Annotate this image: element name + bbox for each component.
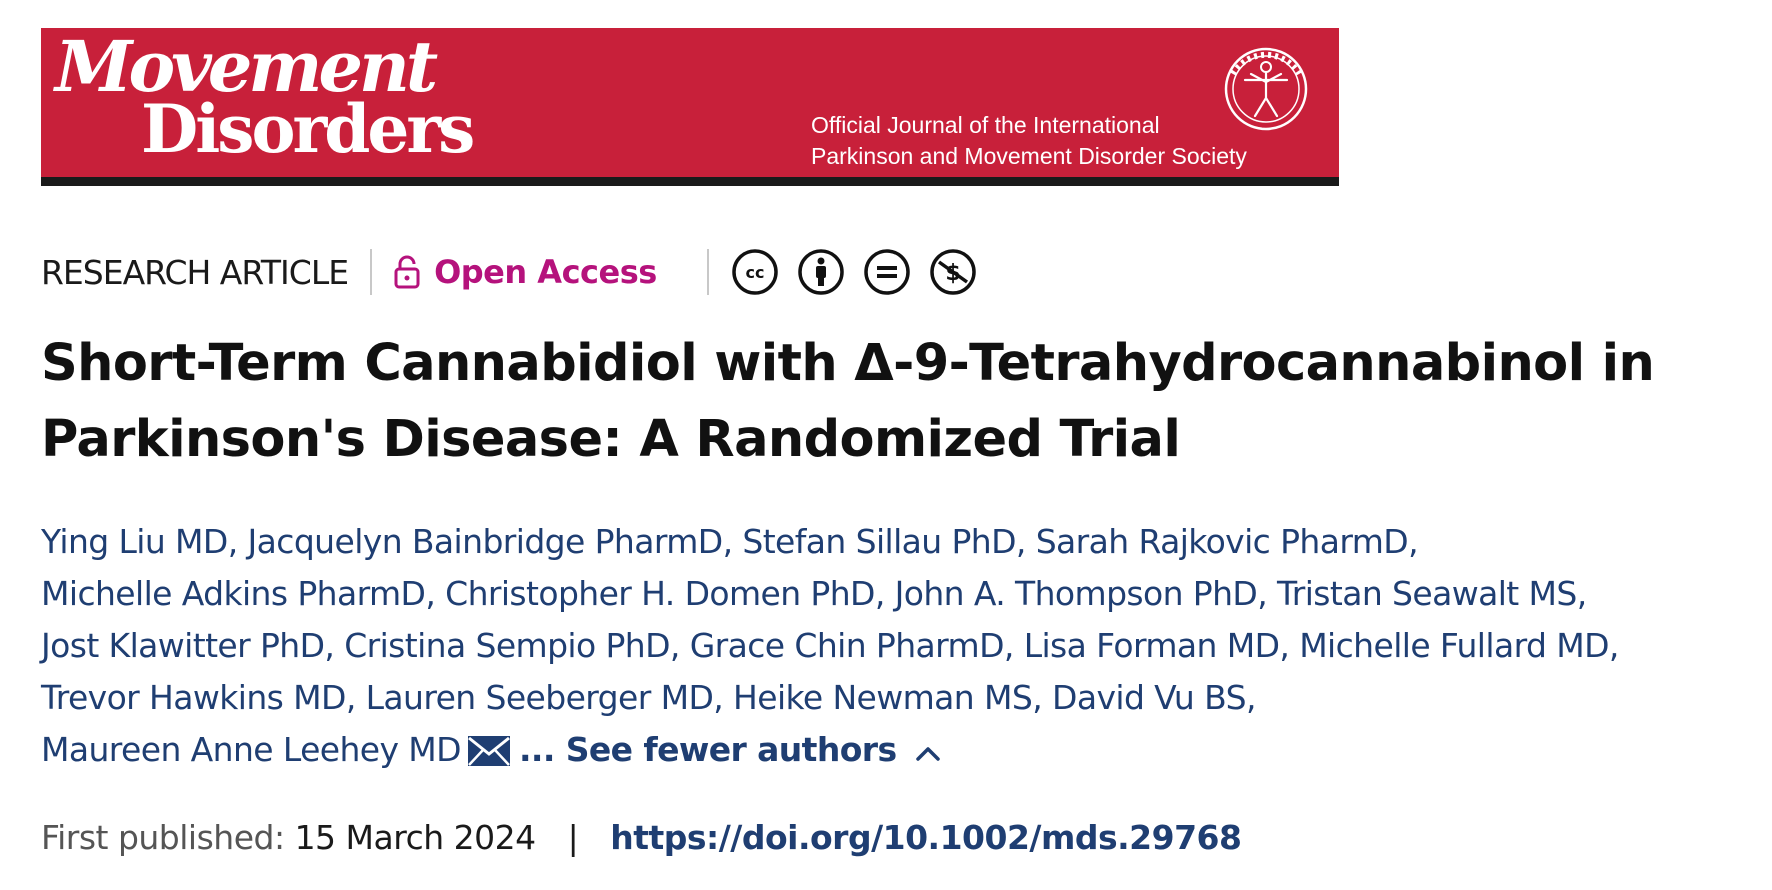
society-seal-icon — [1224, 47, 1308, 131]
chevron-up-icon[interactable] — [915, 743, 941, 763]
title-line2: Parkinson's Disease: A Randomized Trial — [41, 410, 1181, 469]
author-link[interactable]: Christopher H. Domen PhD — [445, 574, 875, 613]
author-link[interactable]: Tristan Seawalt MS — [1277, 574, 1577, 613]
author-link[interactable]: Jost Klawitter PhD — [41, 626, 325, 665]
author-link[interactable]: Michelle Adkins PharmD — [41, 574, 426, 613]
author-link[interactable]: Michelle Fullard MD — [1299, 626, 1609, 665]
lock-open-icon — [394, 255, 420, 289]
doi-link[interactable]: https://doi.org/10.1002/mds.29768 — [610, 818, 1242, 857]
journal-name-line1: Movement — [55, 25, 438, 108]
mail-icon[interactable] — [467, 735, 511, 767]
nd-icon[interactable] — [863, 248, 911, 296]
meta-divider-2 — [706, 249, 709, 295]
society-line1: Official Journal of the International — [811, 112, 1160, 138]
journal-banner[interactable]: Movement Disorders Official Journal of t… — [41, 28, 1339, 186]
author-link[interactable]: Lisa Forman MD — [1023, 626, 1280, 665]
author-line: Trevor Hawkins MD, Lauren Seeberger MD, … — [41, 678, 1256, 717]
author-line: Ying Liu MD, Jacquelyn Bainbridge PharmD… — [41, 522, 1419, 561]
author-link[interactable]: Ying Liu MD — [41, 522, 228, 561]
author-link[interactable]: Cristina Sempio PhD — [344, 626, 670, 665]
society-line2: Parkinson and Movement Disorder Society — [811, 143, 1247, 169]
author-line: Maureen Anne Leehey MD ... See fewer aut… — [41, 724, 1761, 776]
author-link[interactable]: Lauren Seeberger MD — [365, 678, 714, 717]
author-link[interactable]: Sarah Rajkovic PharmD — [1035, 522, 1409, 561]
meta-divider — [370, 249, 373, 295]
first-published-label: First published: — [41, 818, 285, 857]
publication-date: 15 March 2024 — [294, 818, 537, 857]
journal-name-line2: Disorders — [141, 90, 475, 168]
article-meta-row: RESEARCH ARTICLE Open Access cc $ — [41, 244, 977, 300]
svg-text:cc: cc — [745, 263, 764, 282]
author-link[interactable]: John A. Thompson PhD — [894, 574, 1258, 613]
author-link[interactable]: Trevor Hawkins MD — [41, 678, 346, 717]
author-list: Ying Liu MD, Jacquelyn Bainbridge PharmD… — [41, 516, 1761, 776]
author-link[interactable]: Heike Newman MS — [733, 678, 1033, 717]
by-icon[interactable] — [797, 248, 845, 296]
open-access-badge[interactable]: Open Access — [394, 253, 657, 291]
author-line: Jost Klawitter PhD, Cristina Sempio PhD,… — [41, 626, 1619, 665]
journal-logo: Movement Disorders — [55, 25, 475, 168]
author-link[interactable]: Jacquelyn Bainbridge PharmD — [247, 522, 724, 561]
author-link[interactable]: Stefan Sillau PhD — [742, 522, 1016, 561]
author-line: Michelle Adkins PharmD, Christopher H. D… — [41, 574, 1587, 613]
license-icons[interactable]: cc $ — [731, 248, 977, 296]
publication-info: First published: 15 March 2024 | https:/… — [41, 818, 1242, 857]
corresponding-author-link[interactable]: Maureen Anne Leehey MD — [41, 730, 462, 769]
article-type-label: RESEARCH ARTICLE — [41, 252, 349, 292]
society-tagline: Official Journal of the International Pa… — [811, 110, 1247, 172]
title-line1: Short-Term Cannabidiol with Δ-9-Tetrahyd… — [41, 334, 1655, 393]
open-access-label: Open Access — [434, 253, 657, 291]
publication-separator: | — [567, 818, 579, 857]
nc-icon[interactable]: $ — [929, 248, 977, 296]
author-link[interactable]: David Vu BS — [1052, 678, 1247, 717]
author-link[interactable]: Grace Chin PharmD — [689, 626, 1005, 665]
see-fewer-authors-button[interactable]: ... See fewer authors — [519, 730, 897, 769]
article-title: Short-Term Cannabidiol with Δ-9-Tetrahyd… — [41, 326, 1741, 478]
cc-icon[interactable]: cc — [731, 248, 779, 296]
